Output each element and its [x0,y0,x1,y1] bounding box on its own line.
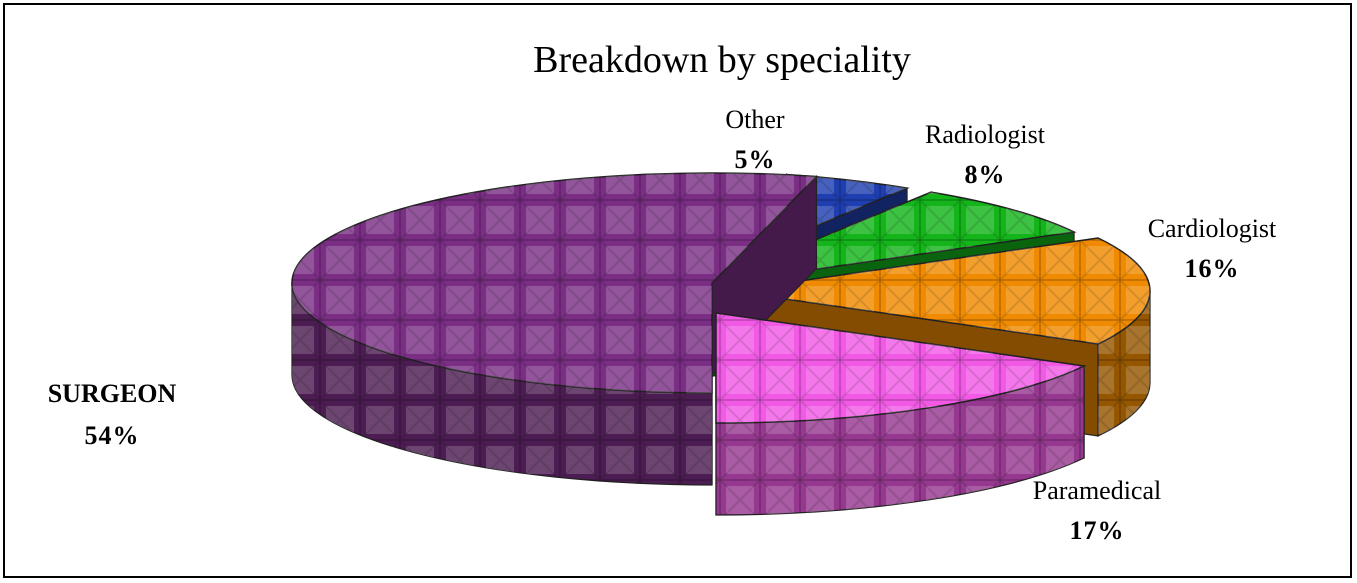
slice-label-paramedical: Paramedical [1033,476,1162,505]
slice-value-paramedical: 17% [1070,516,1125,545]
slice-label-surgeon: SURGEON [48,379,177,408]
chart-title: Breakdown by speciality [533,39,911,81]
slice-label-radiologist: Radiologist [925,120,1046,149]
slice-value-surgeon: 54% [85,421,140,450]
slice-value-cardiologist: 16% [1185,254,1240,283]
slice-label-other: Other [725,105,785,134]
pie-slice-paramedical [715,312,1087,516]
slice-value-radiologist: 8% [965,160,1006,189]
slice-value-other: 5% [735,145,776,174]
slice-label-cardiologist: Cardiologist [1148,214,1277,243]
